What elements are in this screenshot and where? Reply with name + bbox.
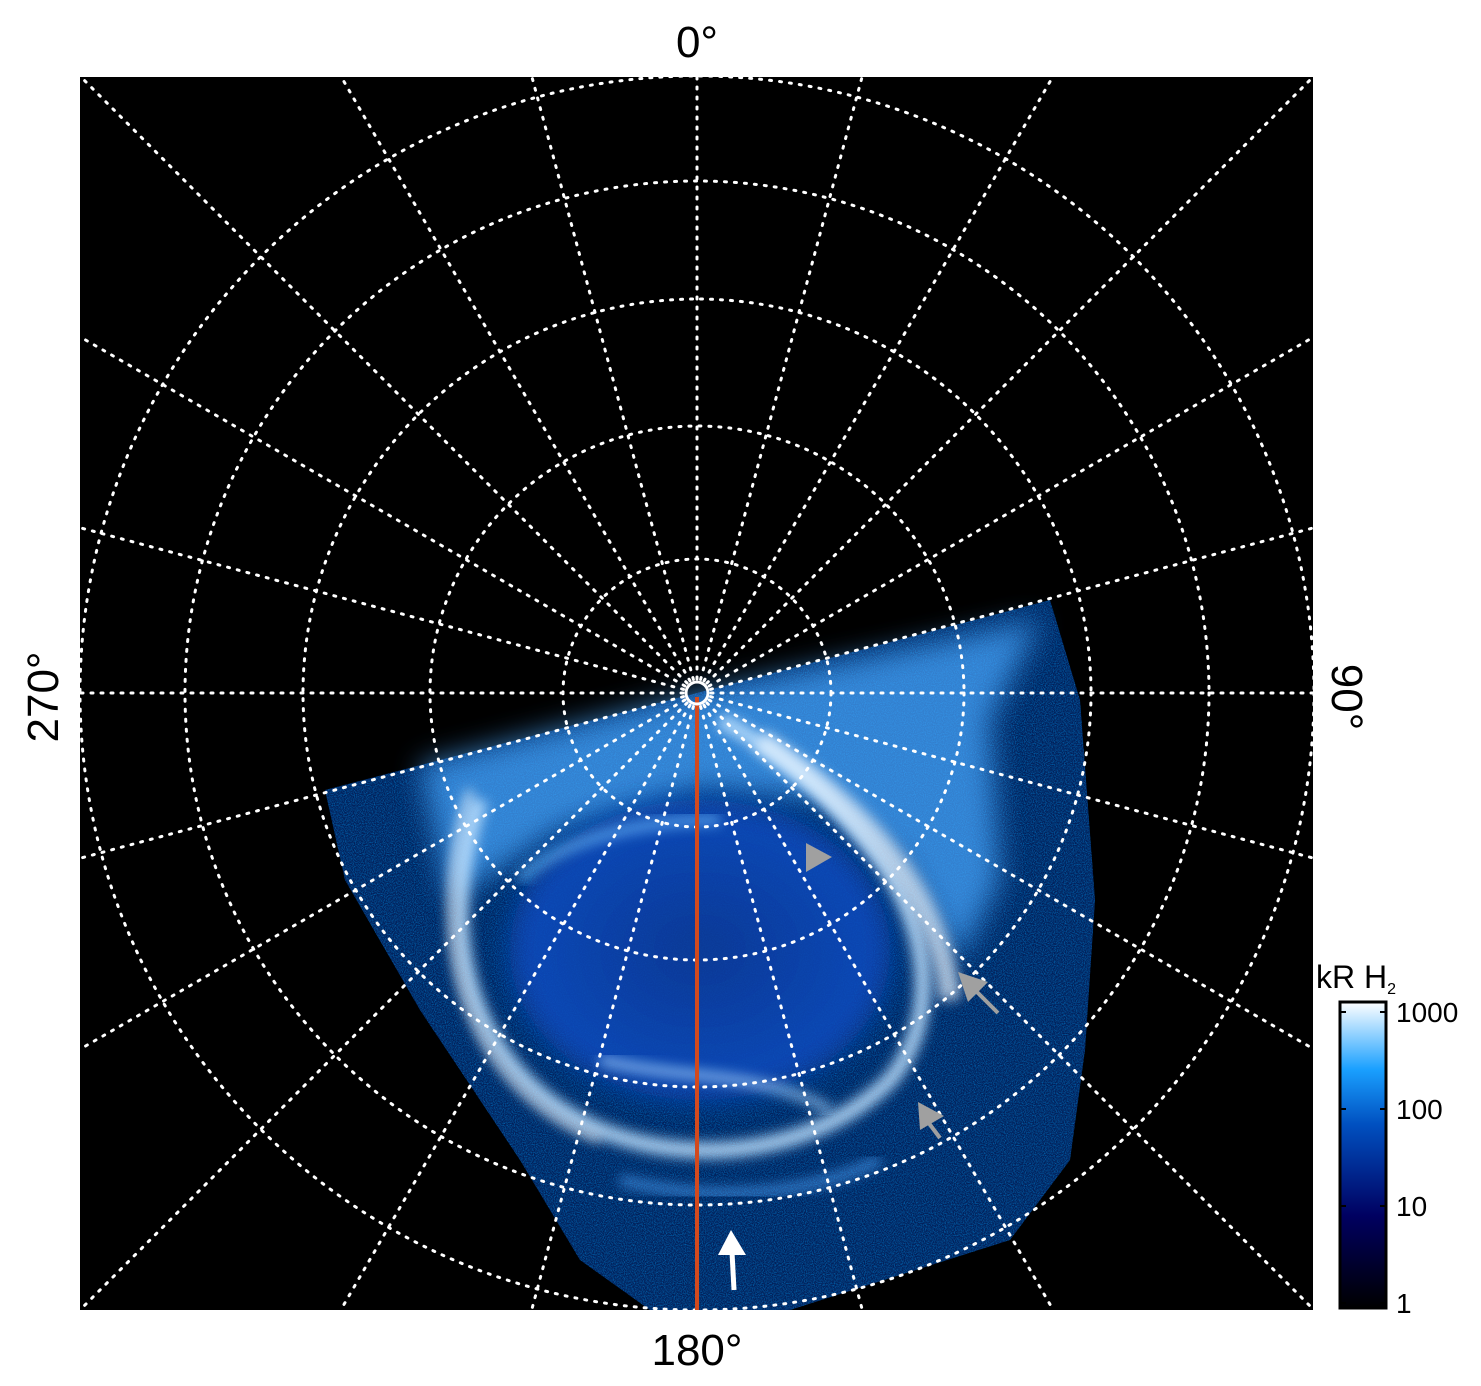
colorbar-tick-label: 100 xyxy=(1396,1094,1443,1125)
pole-marker xyxy=(684,680,710,706)
meridian-line xyxy=(80,77,689,685)
colorbar-label: kR H2 xyxy=(1316,959,1396,998)
meridian-line xyxy=(707,335,1313,688)
meridian-line xyxy=(339,77,692,683)
meridian-line xyxy=(80,695,685,860)
meridian-line xyxy=(699,705,864,1310)
colorbar-tick-label: 1000 xyxy=(1396,997,1458,1028)
lon-label-top: 0° xyxy=(676,18,718,67)
meridian-line xyxy=(709,695,1313,860)
lon-label-left: 270° xyxy=(19,651,68,742)
meridian-line xyxy=(80,526,685,691)
meridian-line xyxy=(702,77,1055,683)
meridian-line xyxy=(709,526,1313,691)
meridian-line xyxy=(80,335,687,688)
annotation-arrows xyxy=(718,843,1000,1291)
colorbar-gradient xyxy=(1338,1000,1388,1310)
colorbar: kR H2 1 10 100 1000 xyxy=(1316,959,1458,1319)
colorbar-tick-label: 1 xyxy=(1396,1288,1412,1319)
lon-label-right: 90° xyxy=(1322,664,1371,731)
meridian-line xyxy=(80,701,689,1310)
meridian-line xyxy=(707,698,1313,1051)
meridian-line xyxy=(530,77,695,681)
meridian-line xyxy=(80,698,687,1051)
gray-arrow-3 xyxy=(918,1102,944,1140)
colorbar-tick-label: 10 xyxy=(1396,1191,1427,1222)
meridian-line xyxy=(339,703,692,1310)
aurora-image xyxy=(325,600,1095,1310)
meridian-line xyxy=(705,701,1313,1310)
meridian-line xyxy=(702,703,1055,1310)
gray-arrow-2 xyxy=(958,972,1000,1015)
gray-arrowhead-1 xyxy=(806,843,832,872)
meridian-line xyxy=(705,77,1313,685)
meridian-line xyxy=(530,705,695,1310)
latitude-circle xyxy=(183,179,1211,1207)
lon-label-bottom: 180° xyxy=(651,1326,742,1375)
white-arrow xyxy=(718,1230,746,1291)
meridian-line xyxy=(699,77,864,681)
